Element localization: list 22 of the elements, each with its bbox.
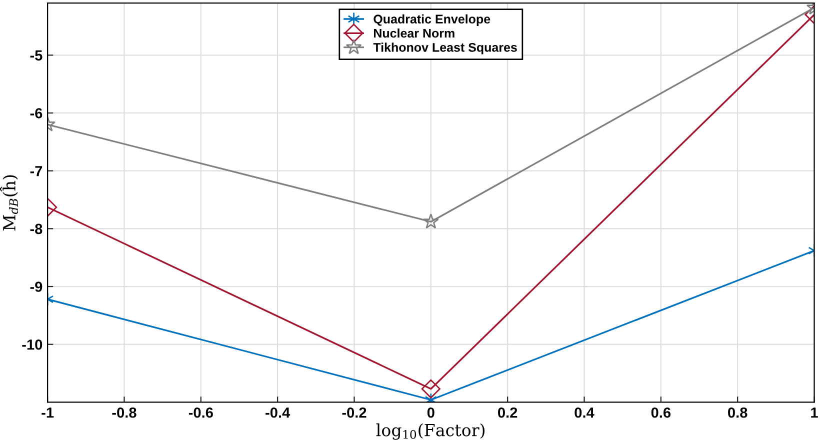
x-tick-label: 0.2 (498, 407, 518, 418)
x-axis-title: log$_{10}$(Factor) (376, 423, 485, 440)
x-tick-label: -0.2 (342, 407, 366, 418)
x-tick-label: -0.8 (112, 407, 136, 418)
y-tick-label: -8 (30, 224, 42, 234)
y-tick-label: -7 (30, 166, 42, 176)
y-tick-label: -10 (22, 339, 42, 350)
y-tick-label: -5 (30, 50, 42, 61)
x-tick-label: 0.6 (651, 407, 671, 418)
x-tick-label: -0.6 (188, 407, 213, 418)
y-tick-label: -6 (30, 108, 42, 118)
legend-label: Nuclear Norm (374, 28, 454, 38)
x-tick-label: -0.4 (266, 407, 290, 418)
legend-label: Quadratic Envelope (374, 14, 490, 26)
legend-label: Tikhonov Least Squares (373, 42, 517, 54)
x-tick-label: 1 (811, 408, 818, 418)
x-tick-label: 0.4 (574, 407, 594, 418)
y-tick-label: -9 (30, 282, 42, 292)
x-tick-label: 0.8 (728, 407, 748, 418)
x-tick-label: 0 (427, 407, 434, 418)
x-tick-label: -1 (42, 408, 54, 418)
y-axis-title: M$_{dB}$(ĥ) (0, 175, 18, 231)
